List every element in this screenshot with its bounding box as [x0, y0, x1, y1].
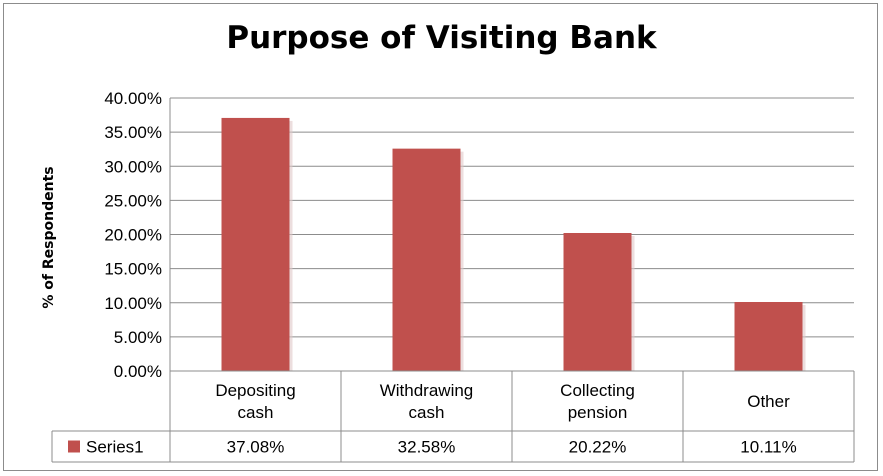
bar	[734, 301, 803, 371]
bar	[221, 117, 290, 371]
data-label: 32.58%	[398, 438, 456, 457]
x-category-label: Depositing	[215, 381, 295, 400]
data-label: 20.22%	[569, 438, 627, 457]
x-category-label: Withdrawing	[380, 381, 474, 400]
legend-label: Series1	[86, 438, 144, 457]
y-tick-label: 40.00%	[104, 89, 162, 108]
y-tick-label: 15.00%	[104, 260, 162, 279]
x-category-label: cash	[238, 403, 274, 422]
chart-title: Purpose of Visiting Bank	[226, 20, 657, 56]
x-category-label: Collecting	[560, 381, 635, 400]
x-category-label: cash	[409, 403, 445, 422]
y-tick-label: 35.00%	[104, 123, 162, 142]
y-tick-label: 25.00%	[104, 191, 162, 210]
legend-swatch	[68, 440, 80, 453]
y-tick-label: 10.00%	[104, 294, 162, 313]
x-category-label: Other	[747, 392, 790, 411]
y-tick-label: 0.00%	[114, 362, 162, 381]
bar	[563, 232, 632, 371]
y-tick-label: 5.00%	[114, 328, 162, 347]
bar	[392, 148, 461, 371]
y-tick-label: 30.00%	[104, 157, 162, 176]
y-tick-label: 20.00%	[104, 226, 162, 245]
y-axis-label: % of Respondents	[41, 166, 57, 308]
data-label: 37.08%	[227, 438, 285, 457]
data-label: 10.11%	[740, 438, 796, 457]
x-category-label: pension	[568, 403, 628, 422]
